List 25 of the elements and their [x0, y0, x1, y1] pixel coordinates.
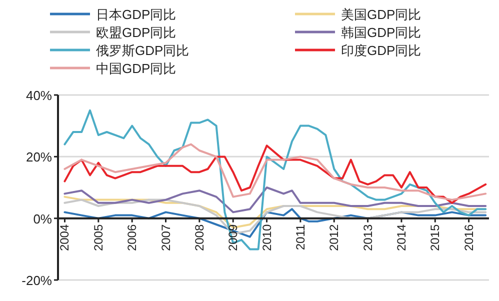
legend-label: 韩国GDP同比	[341, 25, 422, 40]
x-tick-label: 2004	[58, 224, 72, 252]
x-tick-label: 2005	[91, 224, 106, 252]
x-tick-label: 2014	[394, 224, 408, 252]
x-tick-label: 2006	[125, 224, 140, 252]
legend-label: 印度GDP同比	[341, 43, 422, 58]
y-tick-label: 20%	[26, 150, 52, 165]
x-tick-label: 2011	[293, 224, 308, 250]
legend-label: 中国GDP同比	[96, 61, 176, 76]
x-tick-label: 2007	[158, 224, 173, 252]
y-tick-label: 40%	[26, 88, 52, 103]
legend-label: 日本GDP同比	[96, 7, 176, 22]
y-tick-label: 0%	[33, 211, 52, 226]
legend-label: 俄罗斯GDP同比	[96, 43, 190, 58]
legend-label: 欧盟GDP同比	[96, 25, 176, 40]
x-tick-label: 2015	[428, 224, 442, 252]
x-tick-label: 2009	[226, 224, 240, 252]
x-tick-label: 2010	[260, 224, 274, 252]
x-tick-label: 2013	[360, 224, 375, 252]
line-series	[64, 186, 487, 214]
x-tick-label: 2008	[192, 224, 206, 252]
legend-label: 美国GDP同比	[341, 7, 422, 22]
x-tick-label: 2016	[462, 224, 476, 252]
y-tick-label: -20%	[22, 273, 52, 288]
x-tick-label: 2012	[327, 224, 342, 252]
